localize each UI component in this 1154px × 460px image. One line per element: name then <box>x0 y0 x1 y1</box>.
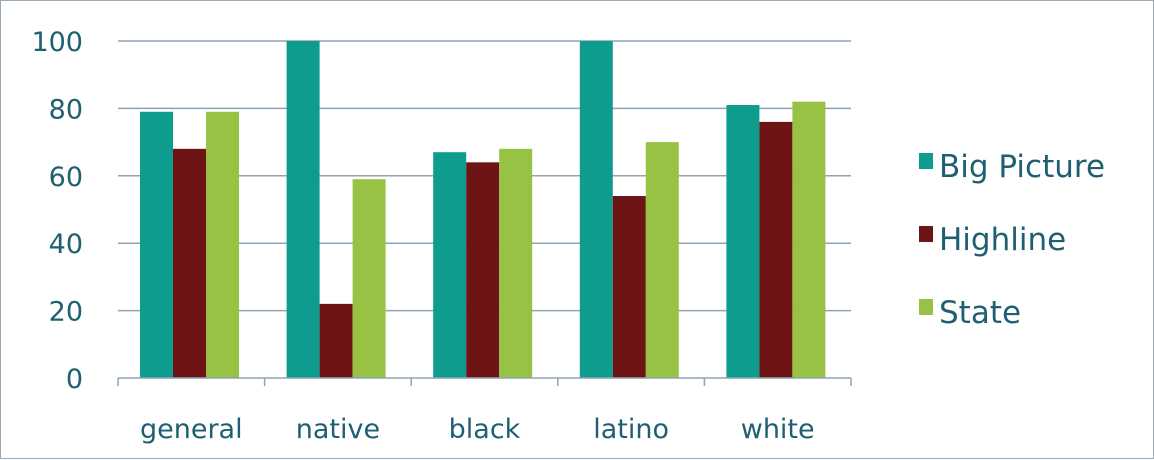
bars <box>140 41 826 379</box>
axes <box>117 377 852 386</box>
legend-label-big-picture: Big Picture <box>939 149 1105 185</box>
x-tick-label-general: general <box>140 414 243 445</box>
y-tick-label-20: 20 <box>49 297 83 328</box>
bar-black-big-picture <box>433 152 467 378</box>
x-tick-labels: general native black latino white <box>140 414 815 445</box>
y-tick-label-40: 40 <box>49 229 83 260</box>
bar-black-highline <box>466 162 500 378</box>
legend-label-state: State <box>939 295 1021 331</box>
bar-general-state <box>206 111 239 379</box>
x-tick-label-latino: latino <box>593 414 669 445</box>
y-tick-labels: 0 20 40 60 80 100 <box>31 27 83 395</box>
legend-swatch-state <box>919 299 933 315</box>
bar-general-big-picture <box>140 111 173 379</box>
bar-white-highline <box>759 121 793 378</box>
legend: Big Picture Highline State <box>919 149 1105 331</box>
bar-latino-highline <box>612 196 646 378</box>
bar-white-state <box>792 101 826 378</box>
bar-native-state <box>352 179 386 378</box>
bar-latino-state <box>645 142 679 378</box>
y-tick-label-100: 100 <box>31 27 83 58</box>
y-tick-label-0: 0 <box>66 364 83 395</box>
bar-white-big-picture <box>726 105 760 378</box>
bar-black-state <box>499 148 533 378</box>
x-tick-label-black: black <box>449 414 521 445</box>
x-tick-label-native: native <box>296 414 380 445</box>
bar-native-highline <box>319 303 353 378</box>
x-tick-label-white: white <box>741 414 815 445</box>
bar-general-highline <box>173 148 206 378</box>
legend-swatch-highline <box>919 226 933 242</box>
bar-native-big-picture <box>286 41 320 378</box>
bar-latino-big-picture <box>579 41 613 378</box>
legend-swatch-big-picture <box>919 153 933 169</box>
legend-label-highline: Highline <box>939 222 1066 258</box>
y-tick-label-60: 60 <box>49 162 83 193</box>
y-tick-label-80: 80 <box>49 94 83 125</box>
